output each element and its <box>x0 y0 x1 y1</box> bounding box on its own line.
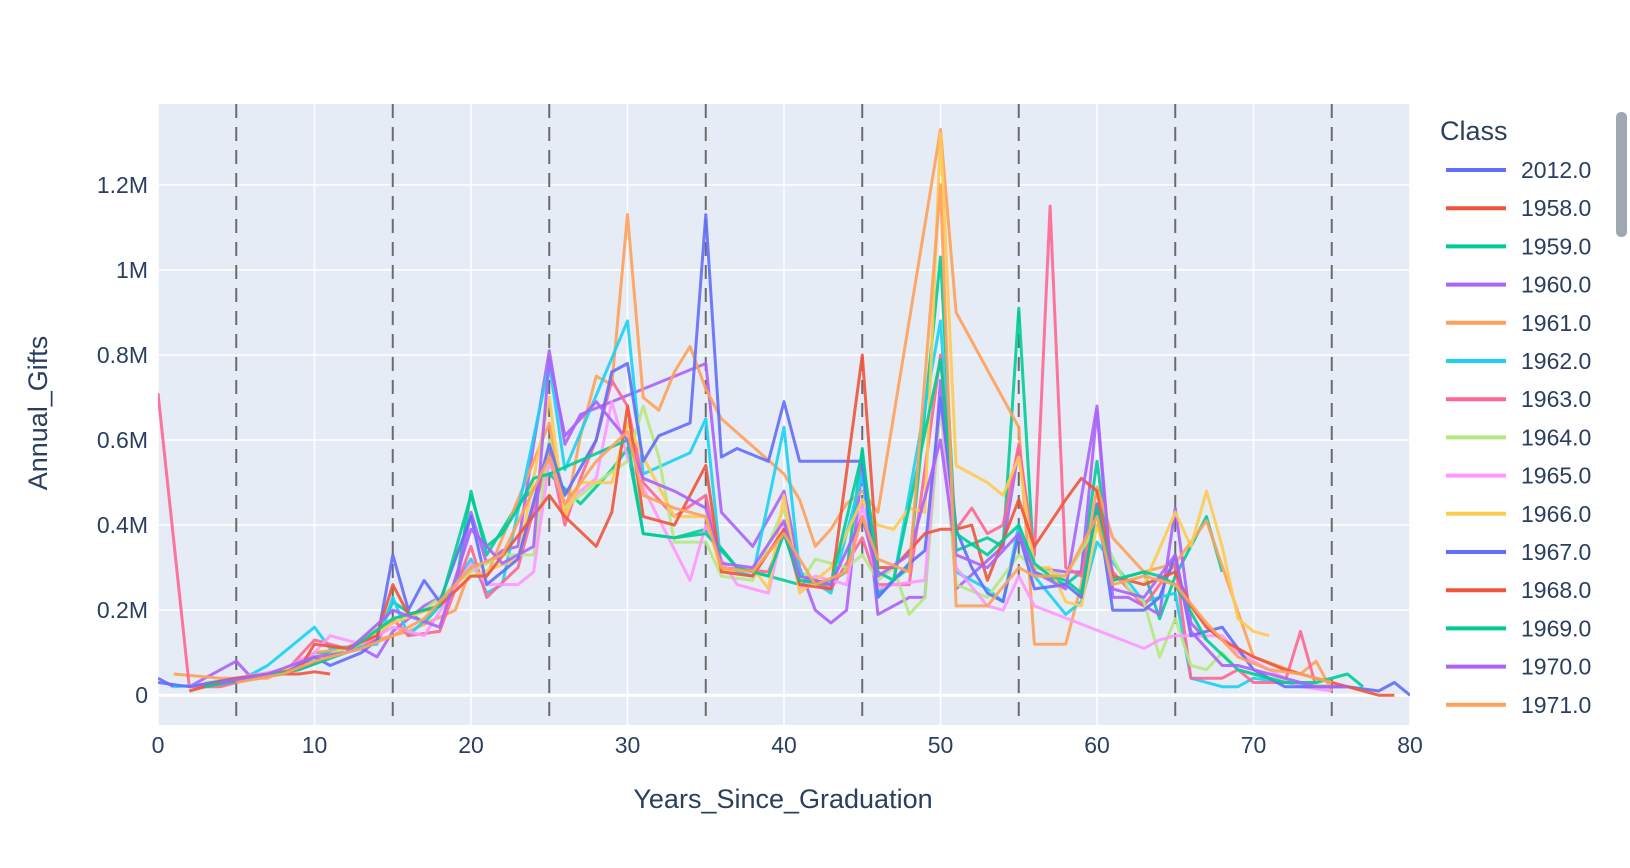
x-tick-label: 70 <box>1241 732 1267 758</box>
legend-item[interactable]: 1961.0 <box>1446 310 1591 336</box>
legend-item[interactable]: 1970.0 <box>1446 654 1591 680</box>
y-tick-labels: 0 0.2M 0.4M 0.6M 0.8M 1M 1.2M <box>97 172 148 708</box>
series-line-1967-0 <box>158 213 1410 697</box>
y-tick-label: 0.2M <box>97 597 148 623</box>
legend-item[interactable]: 1967.0 <box>1446 539 1591 565</box>
legend-item[interactable]: 1964.0 <box>1446 424 1591 450</box>
x-tick-label: 10 <box>302 732 328 758</box>
legend-title: Class <box>1440 116 1508 146</box>
x-axis-title: Years_Since_Graduation <box>633 784 932 814</box>
series-line-1960-0 <box>188 349 1208 689</box>
legend-item[interactable]: 1963.0 <box>1446 386 1591 412</box>
x-tick-label: 80 <box>1397 732 1423 758</box>
legend-item[interactable]: 2012.0 <box>1446 157 1591 183</box>
x-tick-label: 40 <box>771 732 797 758</box>
x-tick-label: 60 <box>1084 732 1110 758</box>
y-tick-label: 0.4M <box>97 512 148 538</box>
legend-item[interactable]: 1971.0 <box>1446 692 1591 718</box>
legend-label: 1960.0 <box>1521 272 1591 298</box>
legend-label: 1966.0 <box>1521 501 1591 527</box>
series-lines <box>158 128 1410 697</box>
series-line-1958-0 <box>283 670 331 676</box>
legend-label: 1965.0 <box>1521 463 1591 489</box>
legend-label: 1962.0 <box>1521 348 1591 374</box>
x-tick-label: 20 <box>458 732 484 758</box>
legend-label: 1961.0 <box>1521 310 1591 336</box>
legend-item[interactable]: 1959.0 <box>1446 233 1591 259</box>
y-tick-label: 0.6M <box>97 427 148 453</box>
x-tick-labels: 0 10 20 30 40 50 60 70 80 <box>152 732 1423 758</box>
y-tick-label: 1.2M <box>97 172 148 198</box>
series-line-1970-0 <box>220 357 1348 689</box>
legend[interactable]: Class 2012.0 1958.0 1959.0 1960.0 1961.0 1962… <box>1440 116 1591 718</box>
legend-label: 1963.0 <box>1521 386 1591 412</box>
series-line-1961-0 <box>173 128 1334 692</box>
legend-label: 1959.0 <box>1521 233 1591 259</box>
legend-item[interactable]: 1968.0 <box>1446 577 1591 603</box>
x-tick-label: 30 <box>615 732 641 758</box>
legend-label: 1970.0 <box>1521 654 1591 680</box>
legend-label: 1958.0 <box>1521 195 1591 221</box>
legend-label: 2012.0 <box>1521 157 1591 183</box>
x-tick-label: 50 <box>928 732 954 758</box>
y-tick-label: 0.8M <box>97 342 148 368</box>
legend-item[interactable]: 1962.0 <box>1446 348 1591 374</box>
legend-item[interactable]: 1966.0 <box>1446 501 1591 527</box>
legend-item[interactable]: 1960.0 <box>1446 272 1591 298</box>
legend-item[interactable]: 1969.0 <box>1446 615 1591 641</box>
legend-label: 1964.0 <box>1521 424 1591 450</box>
y-axis-title: Annual_Gifts <box>23 336 53 491</box>
legend-label: 1969.0 <box>1521 615 1591 641</box>
legend-item[interactable]: 1958.0 <box>1446 195 1591 221</box>
legend-item[interactable]: 1965.0 <box>1446 463 1591 489</box>
y-tick-label: 1M <box>116 257 148 283</box>
legend-scrollbar[interactable] <box>1616 112 1627 237</box>
legend-label: 1971.0 <box>1521 692 1591 718</box>
legend-label: 1967.0 <box>1521 539 1591 565</box>
y-tick-label: 0 <box>135 682 148 708</box>
x-tick-label: 0 <box>152 732 165 758</box>
series-line-1971-0 <box>236 183 1333 684</box>
legend-label: 1968.0 <box>1521 577 1591 603</box>
vertical-dashed-lines <box>235 104 1333 725</box>
